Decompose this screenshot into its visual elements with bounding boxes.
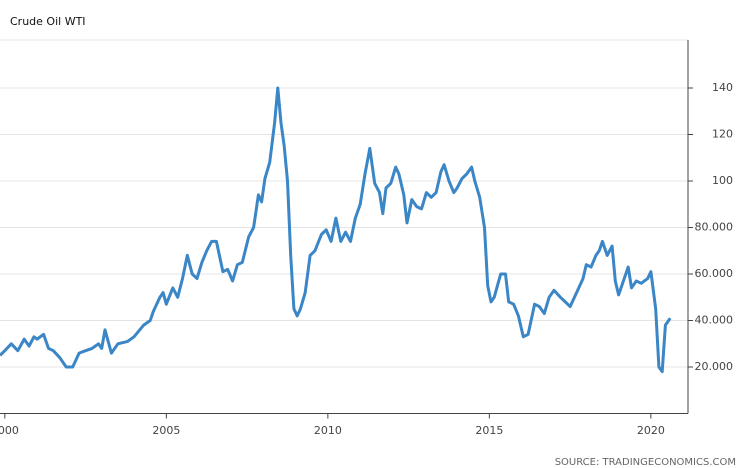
y-tick-label: 80.000 [695, 221, 734, 234]
data-line [0, 86, 672, 374]
y-tick-label: 20.000 [695, 360, 734, 373]
y-tick-label: 40.000 [695, 314, 734, 327]
x-tick-label: 2000 [0, 424, 19, 437]
x-tick-label: 2010 [314, 424, 342, 437]
x-tick-label: 2015 [475, 424, 503, 437]
y-tick-label: 60.000 [695, 267, 734, 280]
x-tick-label: 2005 [152, 424, 180, 437]
chart-title: Crude Oil WTI [10, 15, 86, 28]
y-tick-label: 120 [712, 128, 733, 141]
source: SOURCE: TRADINGECONOMICS.COM [555, 457, 736, 468]
x-tick-label: 2020 [637, 424, 665, 437]
y-tick-label: 140 [712, 81, 733, 94]
y-tick-label: 100 [712, 174, 733, 187]
